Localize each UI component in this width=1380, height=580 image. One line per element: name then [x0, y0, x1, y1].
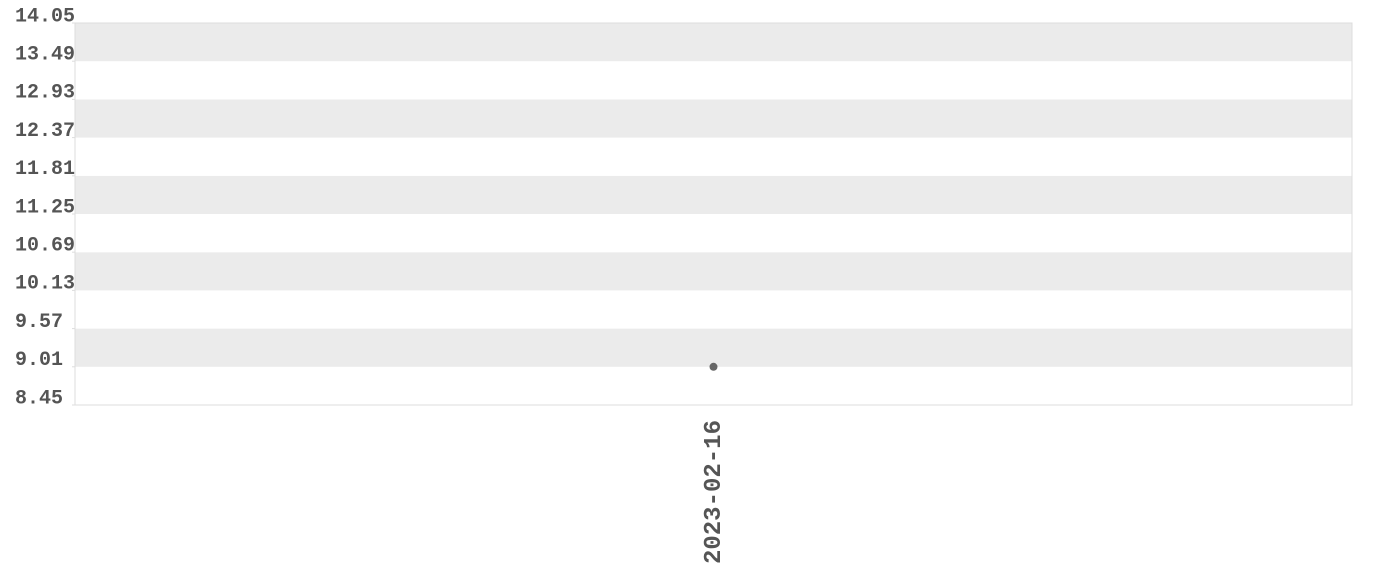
y-tick-label: 11.25 [15, 196, 75, 219]
grid-band [75, 290, 1352, 329]
grid-band [75, 214, 1352, 253]
grid-band [75, 252, 1352, 291]
grid-band [75, 366, 1352, 405]
y-tick-label: 13.49 [15, 43, 75, 66]
x-tick-label: 2023-02-16 [701, 420, 728, 564]
y-tick-label: 8.45 [15, 387, 63, 410]
y-tick-label: 14.05 [15, 5, 75, 28]
y-tick-label: 11.81 [15, 158, 75, 181]
y-tick-label: 9.57 [15, 311, 63, 334]
grid-band [75, 137, 1352, 176]
grid-band [75, 61, 1352, 100]
grid-band [75, 328, 1352, 367]
y-tick-label: 12.93 [15, 82, 75, 105]
grid-band [75, 23, 1352, 62]
point [709, 362, 718, 371]
y-tick-label: 12.37 [15, 120, 75, 143]
y-tick-label: 10.13 [15, 273, 75, 296]
grid-band [75, 175, 1352, 214]
grid-band [75, 99, 1352, 138]
y-tick-label: 10.69 [15, 234, 75, 257]
y-tick-label: 9.01 [15, 349, 63, 372]
